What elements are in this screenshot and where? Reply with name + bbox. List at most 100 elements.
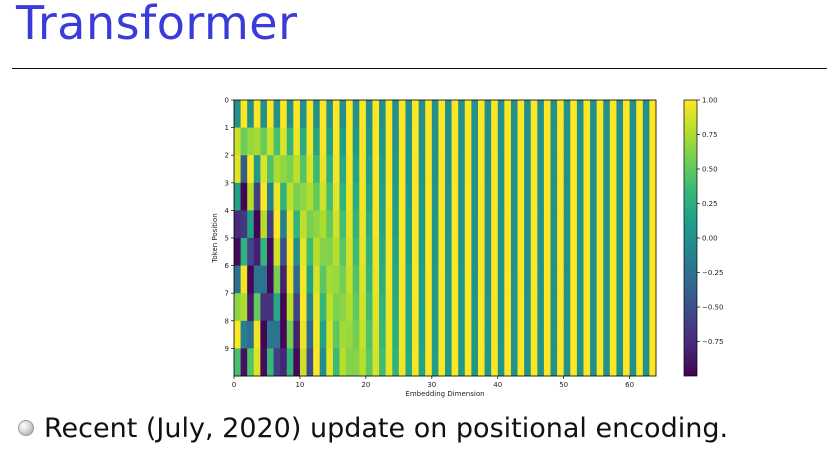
heatmap-cell bbox=[273, 127, 281, 156]
heatmap-cell bbox=[484, 182, 492, 211]
heatmap-cell bbox=[596, 210, 604, 239]
heatmap-cell bbox=[464, 155, 472, 184]
heatmap-cell bbox=[247, 155, 255, 184]
heatmap-cell bbox=[398, 100, 406, 128]
heatmap-cell bbox=[372, 127, 380, 156]
heatmap-cell bbox=[563, 348, 571, 377]
heatmap-cell bbox=[372, 100, 380, 128]
heatmap-cell bbox=[253, 238, 261, 266]
colorbar-tick-label: 1.00 bbox=[702, 97, 718, 105]
heatmap-cell bbox=[412, 265, 420, 294]
heatmap-cell bbox=[471, 182, 479, 211]
heatmap-cell bbox=[247, 348, 255, 377]
heatmap-cell bbox=[280, 265, 288, 294]
heatmap-cell bbox=[451, 293, 459, 322]
heatmap-cell bbox=[649, 238, 657, 266]
heatmap-cell bbox=[477, 182, 485, 211]
heatmap-cell bbox=[293, 265, 301, 294]
heatmap-cell bbox=[293, 155, 301, 184]
heatmap-cell bbox=[530, 155, 538, 184]
heatmap-cell bbox=[339, 348, 347, 377]
heatmap-cell bbox=[319, 238, 327, 266]
heatmap-cell bbox=[319, 100, 327, 128]
heatmap-cell bbox=[346, 182, 354, 211]
heatmap-cell bbox=[346, 320, 354, 349]
heatmap-cell bbox=[431, 155, 439, 184]
heatmap-cell bbox=[497, 238, 505, 266]
heatmap-cell bbox=[649, 127, 657, 156]
heatmap-cell bbox=[247, 238, 255, 266]
heatmap-cell bbox=[405, 293, 413, 322]
heatmap-cell bbox=[471, 293, 479, 322]
heatmap-cell bbox=[365, 210, 373, 239]
heatmap-cell bbox=[623, 238, 631, 266]
heatmap-cell bbox=[319, 155, 327, 184]
heatmap-cell bbox=[253, 155, 261, 184]
heatmap-cell bbox=[623, 127, 631, 156]
heatmap-cell bbox=[477, 100, 485, 128]
heatmap-cell bbox=[504, 238, 512, 266]
heatmap-cell bbox=[234, 155, 241, 184]
heatmap-cell bbox=[477, 238, 485, 266]
heatmap-cell bbox=[299, 238, 307, 266]
heatmap-cell bbox=[398, 348, 406, 377]
heatmap-cell bbox=[609, 100, 617, 128]
heatmap-cell bbox=[234, 182, 241, 211]
heatmap-cell bbox=[247, 182, 255, 211]
heatmap-cell bbox=[438, 127, 446, 156]
heatmap-cell bbox=[570, 100, 578, 128]
heatmap-cell bbox=[352, 348, 360, 377]
heatmap-cell bbox=[352, 265, 360, 294]
heatmap-cell bbox=[636, 320, 644, 349]
heatmap-cell bbox=[491, 100, 499, 128]
heatmap-cell bbox=[405, 155, 413, 184]
heatmap-cell bbox=[313, 320, 321, 349]
heatmap-cell bbox=[636, 348, 644, 377]
heatmap-cell bbox=[379, 238, 387, 266]
y-tick-label: 7 bbox=[225, 290, 229, 298]
heatmap-cell bbox=[359, 100, 367, 128]
heatmap-cell bbox=[326, 127, 334, 156]
heatmap-cell bbox=[484, 100, 492, 128]
heatmap-cell bbox=[293, 293, 301, 322]
heatmap-cell bbox=[286, 182, 294, 211]
heatmap-cell bbox=[504, 182, 512, 211]
heatmap-cell bbox=[609, 320, 617, 349]
heatmap-cell bbox=[590, 348, 598, 377]
heatmap-cell bbox=[326, 320, 334, 349]
heatmap-cell bbox=[234, 127, 241, 156]
heatmap-cell bbox=[280, 182, 288, 211]
heatmap-cell bbox=[636, 293, 644, 322]
heatmap-cell bbox=[497, 127, 505, 156]
heatmap-cell bbox=[392, 265, 400, 294]
heatmap-cell bbox=[557, 320, 565, 349]
heatmap-cell bbox=[530, 210, 538, 239]
heatmap-cell bbox=[280, 238, 288, 266]
heatmap-cell bbox=[464, 210, 472, 239]
heatmap-cell bbox=[642, 293, 650, 322]
heatmap-cell bbox=[405, 100, 413, 128]
heatmap-cell bbox=[273, 100, 281, 128]
heatmap-cell bbox=[510, 100, 518, 128]
heatmap-cell bbox=[418, 100, 426, 128]
heatmap-cell bbox=[438, 348, 446, 377]
heatmap-cell bbox=[557, 238, 565, 266]
heatmap-cell bbox=[537, 155, 545, 184]
heatmap-cell bbox=[234, 210, 241, 239]
heatmap-cell bbox=[504, 155, 512, 184]
heatmap-cell bbox=[260, 127, 268, 156]
heatmap-cell bbox=[405, 210, 413, 239]
heatmap-cell bbox=[596, 320, 604, 349]
heatmap-cell bbox=[240, 293, 248, 322]
heatmap-cell bbox=[524, 238, 532, 266]
heatmap-cell bbox=[313, 348, 321, 377]
heatmap-cell bbox=[266, 127, 274, 156]
heatmap-cell bbox=[550, 210, 558, 239]
heatmap-cell bbox=[497, 100, 505, 128]
heatmap-cell bbox=[306, 348, 314, 377]
heatmap-cell bbox=[550, 348, 558, 377]
heatmap-cell bbox=[530, 238, 538, 266]
heatmap-cell bbox=[629, 348, 637, 377]
heatmap-cell bbox=[431, 265, 439, 294]
bullet-item: Recent (July, 2020) update on positional… bbox=[18, 408, 728, 448]
